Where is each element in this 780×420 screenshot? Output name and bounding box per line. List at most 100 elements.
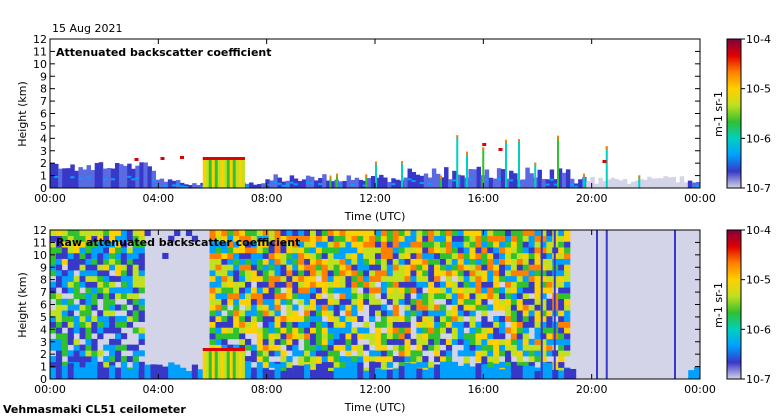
bottom-signal-cell <box>380 304 388 311</box>
bottom-signal-cell <box>540 321 547 328</box>
top-boundary-cell <box>78 177 83 180</box>
bottom-signal-cell <box>215 293 222 300</box>
bottom-signal-cell <box>333 361 340 368</box>
bottom-signal-cell <box>233 287 240 294</box>
bottom-signal-cell <box>375 304 382 311</box>
bottom-signal-cell <box>493 344 500 351</box>
bottom-signal-cell <box>286 338 293 345</box>
bottom-signal-cell <box>540 281 547 288</box>
bottom-signal-cell <box>440 235 447 242</box>
bottom-signal-cell <box>138 230 145 237</box>
bottom-signal-cell <box>79 281 86 288</box>
top-spike-cell <box>440 175 442 188</box>
bottom-signal-cell <box>268 321 275 328</box>
bottom-signal-cell <box>97 264 104 271</box>
bottom-signal-cell <box>91 270 98 277</box>
bottom-signal-cell <box>369 252 376 259</box>
top-spike-cell <box>583 173 585 188</box>
bottom-signal-cell <box>103 315 110 322</box>
bottom-signal-cell <box>292 333 299 340</box>
bottom-boundary-cell <box>564 368 571 379</box>
top-boundary-cell <box>476 166 482 188</box>
bottom-signal-cell <box>510 327 518 334</box>
bottom-signal-cell <box>451 333 459 340</box>
bottom-signal-cell <box>115 333 122 340</box>
top-spike-cell <box>336 173 338 188</box>
bottom-signal-cell <box>564 327 571 334</box>
bottom-signal-cell <box>487 333 494 340</box>
bottom-signal-cell <box>132 293 139 300</box>
bottom-signal-cell <box>510 235 518 242</box>
bottom-signal-cell <box>410 298 417 305</box>
bottom-signal-cell <box>109 327 116 334</box>
bottom-boundary-cell <box>120 361 128 379</box>
bottom-signal-cell <box>428 235 435 242</box>
bottom-signal-cell <box>315 356 323 363</box>
bottom-signal-cell <box>369 270 376 277</box>
bottom-signal-cell <box>91 356 98 363</box>
bottom-signal-cell <box>239 310 246 317</box>
bottom-signal-cell <box>339 287 346 294</box>
bottom-signal-cell <box>73 361 80 368</box>
bottom-signal-cell <box>564 270 571 277</box>
top-boundary-cell <box>407 178 412 181</box>
bottom-signal-cell <box>457 270 464 277</box>
bottom-signal-cell <box>463 252 470 259</box>
bottom-signal-cell <box>227 230 234 237</box>
bottom-signal-cell <box>221 287 228 294</box>
bottom-signal-cell <box>398 361 405 368</box>
bottom-signal-cell <box>233 310 240 317</box>
bottom-signal-cell <box>310 304 317 311</box>
bottom-signal-cell <box>274 235 281 242</box>
bottom-signal-cell <box>339 338 346 345</box>
bottom-signal-cell <box>493 247 500 254</box>
bottom-signal-cell <box>120 304 128 311</box>
bottom-signal-cell <box>540 275 547 282</box>
bottom-signal-cell <box>310 310 317 317</box>
top-spike-cell <box>638 175 641 188</box>
bottom-signal-cell <box>321 230 329 237</box>
bottom-signal-cell <box>333 338 340 345</box>
bottom-signal-cell <box>351 287 358 294</box>
top-boundary-cell <box>326 180 331 188</box>
bottom-signal-cell <box>209 327 216 334</box>
bottom-signal-cell <box>286 298 293 305</box>
bottom-signal-cell <box>268 258 275 265</box>
bottom-signal-cell <box>274 315 281 322</box>
bottom-signal-cell <box>404 252 411 259</box>
bottom-signal-cell <box>97 275 104 282</box>
bottom-signal-cell <box>280 315 287 322</box>
bottom-signal-cell <box>528 247 535 254</box>
bottom-signal-cell <box>493 333 500 340</box>
bottom-signal-cell <box>380 333 388 340</box>
bottom-signal-cell <box>398 264 405 271</box>
bottom-signal-cell <box>67 333 74 340</box>
bottom-signal-cell <box>280 338 287 345</box>
bottom-signal-cell <box>510 264 518 271</box>
bottom-signal-cell <box>109 298 116 305</box>
bottom-signal-cell <box>256 333 264 340</box>
bottom-signal-cell <box>245 235 252 242</box>
bottom-signal-cell <box>445 275 453 282</box>
bottom-signal-cell <box>310 241 317 248</box>
bottom-signal-cell <box>451 230 459 237</box>
bottom-signal-cell <box>386 350 394 357</box>
bottom-signal-cell <box>115 304 122 311</box>
bottom-signal-cell <box>120 321 128 328</box>
bottom-signal-cell <box>475 230 482 237</box>
bottom-signal-cell <box>398 333 405 340</box>
bottom-signal-cell <box>540 356 547 363</box>
bottom-signal-cell <box>115 247 122 254</box>
y-tick-label: 11 <box>33 45 47 58</box>
bottom-signal-cell <box>304 281 311 288</box>
bottom-signal-cell <box>475 241 482 248</box>
bottom-signal-cell <box>564 264 571 271</box>
bottom-signal-cell <box>138 258 145 265</box>
bottom-signal-cell <box>50 252 57 259</box>
bottom-signal-cell <box>79 241 86 248</box>
bottom-signal-cell <box>67 281 74 288</box>
bottom-signal-cell <box>369 338 376 345</box>
bottom-signal-cell <box>115 235 122 242</box>
bottom-signal-cell <box>481 264 488 271</box>
bottom-signal-cell <box>91 287 98 294</box>
